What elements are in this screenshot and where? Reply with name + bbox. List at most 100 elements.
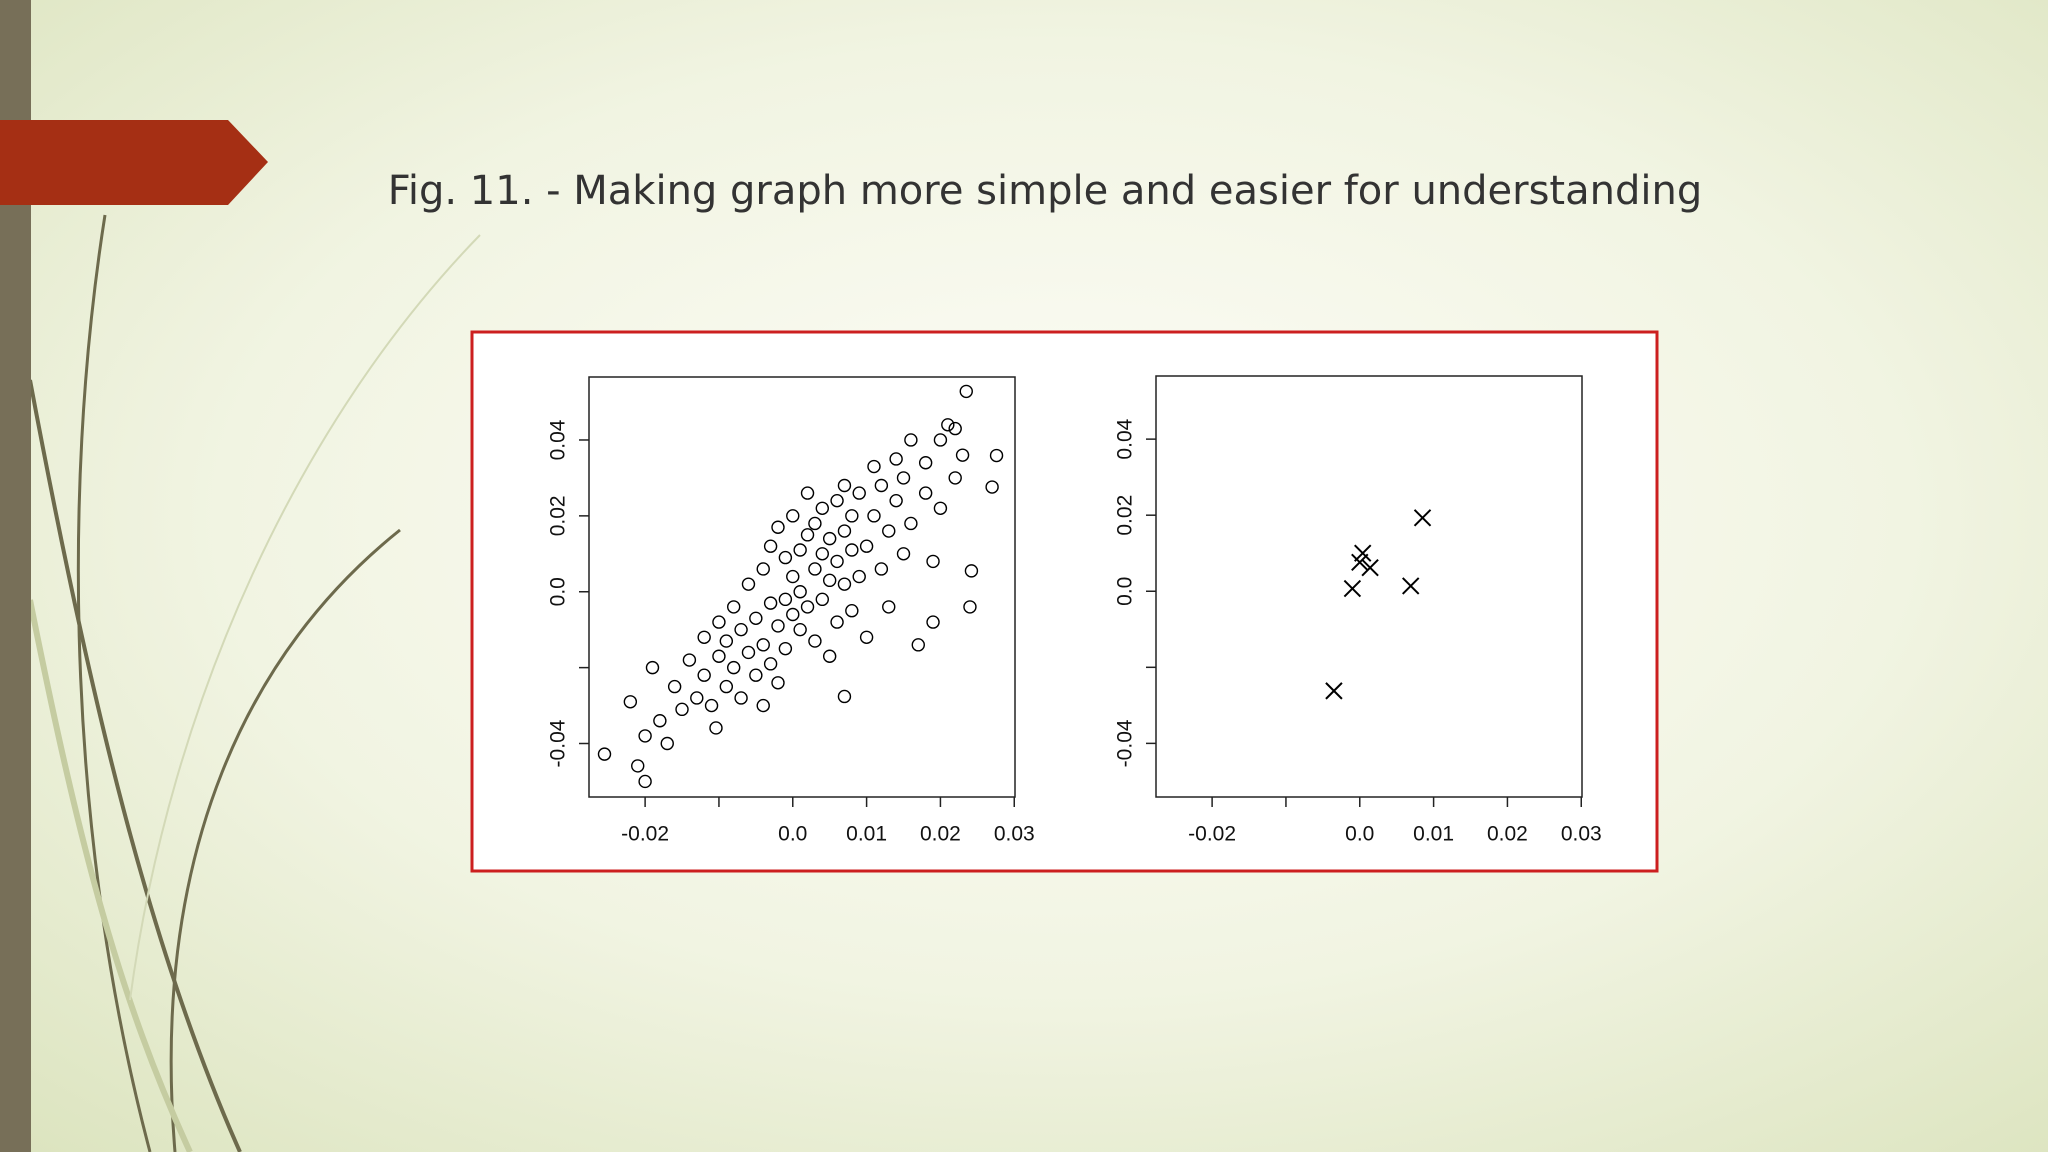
- y-tick-label: 0.04: [1114, 418, 1137, 459]
- point: [948, 421, 962, 436]
- point: [1343, 579, 1362, 598]
- point: [719, 679, 734, 694]
- point: [1413, 509, 1432, 527]
- point: [948, 471, 962, 485]
- point: [822, 649, 837, 663]
- point: [638, 774, 652, 789]
- point: [815, 501, 830, 515]
- point: [793, 543, 807, 557]
- x-tick-label: -0.02: [1188, 823, 1236, 846]
- point: [837, 577, 852, 591]
- point: [904, 433, 918, 447]
- point: [822, 573, 837, 588]
- point: [771, 619, 785, 633]
- point: [786, 569, 800, 584]
- point: [867, 509, 881, 523]
- point: [800, 486, 815, 500]
- x-tick-label: 0.02: [920, 823, 961, 846]
- point: [763, 657, 778, 671]
- point: [1351, 553, 1369, 572]
- accent-arrow: [0, 120, 268, 205]
- decor-curves: [27, 214, 481, 1152]
- point: [690, 691, 704, 705]
- point: [741, 577, 756, 591]
- point: [896, 547, 911, 561]
- point: [800, 600, 815, 614]
- point: [771, 520, 785, 534]
- point: [734, 691, 748, 705]
- point: [793, 585, 807, 599]
- point: [660, 736, 674, 751]
- point: [734, 622, 748, 637]
- figure-frame: [470, 330, 1659, 873]
- x-tick-label: 0.02: [1487, 823, 1528, 846]
- x-tick-label: 0.03: [1561, 823, 1602, 846]
- x-tick-label: -0.02: [621, 823, 669, 846]
- point: [926, 615, 940, 629]
- x-tick-label: 0.0: [778, 823, 807, 846]
- point: [727, 660, 741, 675]
- point: [786, 509, 800, 523]
- point: [837, 524, 852, 538]
- y-tick-label: 0.04: [547, 419, 570, 460]
- point: [727, 600, 741, 614]
- point: [682, 653, 697, 667]
- point: [808, 562, 822, 576]
- point: [756, 638, 770, 652]
- y-tick-label: -0.04: [547, 719, 570, 767]
- point: [704, 698, 719, 713]
- point: [749, 668, 763, 682]
- point: [667, 679, 682, 694]
- point: [808, 634, 822, 648]
- point: [867, 459, 881, 474]
- point: [874, 562, 889, 576]
- point: [904, 516, 918, 531]
- point: [859, 539, 874, 553]
- point: [749, 611, 763, 626]
- point: [959, 384, 973, 399]
- point: [1361, 558, 1379, 577]
- point: [808, 516, 822, 531]
- point: [756, 562, 770, 576]
- point: [955, 448, 970, 462]
- point: [778, 550, 793, 565]
- y-tick-label: 0.0: [1114, 577, 1137, 606]
- point: [1325, 682, 1343, 700]
- point: [653, 714, 667, 728]
- scatter-plot: -0.02 0.0 0.01 0.02 0.03 -0.04 0.0 0.02 0.04: [1114, 375, 1602, 846]
- point: [852, 486, 866, 500]
- point: [763, 596, 778, 610]
- point: [771, 676, 785, 690]
- point: [815, 547, 830, 561]
- point: [918, 486, 933, 500]
- point: [911, 638, 925, 652]
- point: [941, 418, 955, 432]
- point: [800, 528, 815, 542]
- point: [712, 649, 726, 663]
- point: [926, 554, 940, 569]
- point: [985, 480, 999, 494]
- point: [845, 509, 859, 523]
- point: [645, 660, 660, 675]
- x-tick-label: 0.03: [994, 823, 1035, 846]
- point: [882, 600, 896, 614]
- x-tick-label: 0.01: [846, 823, 887, 846]
- point: [1402, 577, 1420, 595]
- point: [837, 689, 852, 704]
- point: [933, 501, 948, 515]
- y-tick-label: -0.04: [1114, 719, 1137, 767]
- x-tick-label: 0.0: [1345, 823, 1374, 846]
- point: [830, 554, 844, 569]
- point: [597, 747, 612, 761]
- point: [815, 592, 830, 607]
- y-tick-label: 0.02: [547, 495, 570, 536]
- slide-title: Fig. 11. - Making graph more simple and …: [388, 168, 1702, 214]
- point: [712, 615, 726, 629]
- point: [918, 456, 933, 470]
- x-tick-label: 0.01: [1413, 823, 1454, 846]
- point: [793, 622, 807, 637]
- point: [756, 698, 770, 713]
- point: [675, 702, 689, 717]
- point: [837, 478, 852, 493]
- point: [964, 564, 979, 578]
